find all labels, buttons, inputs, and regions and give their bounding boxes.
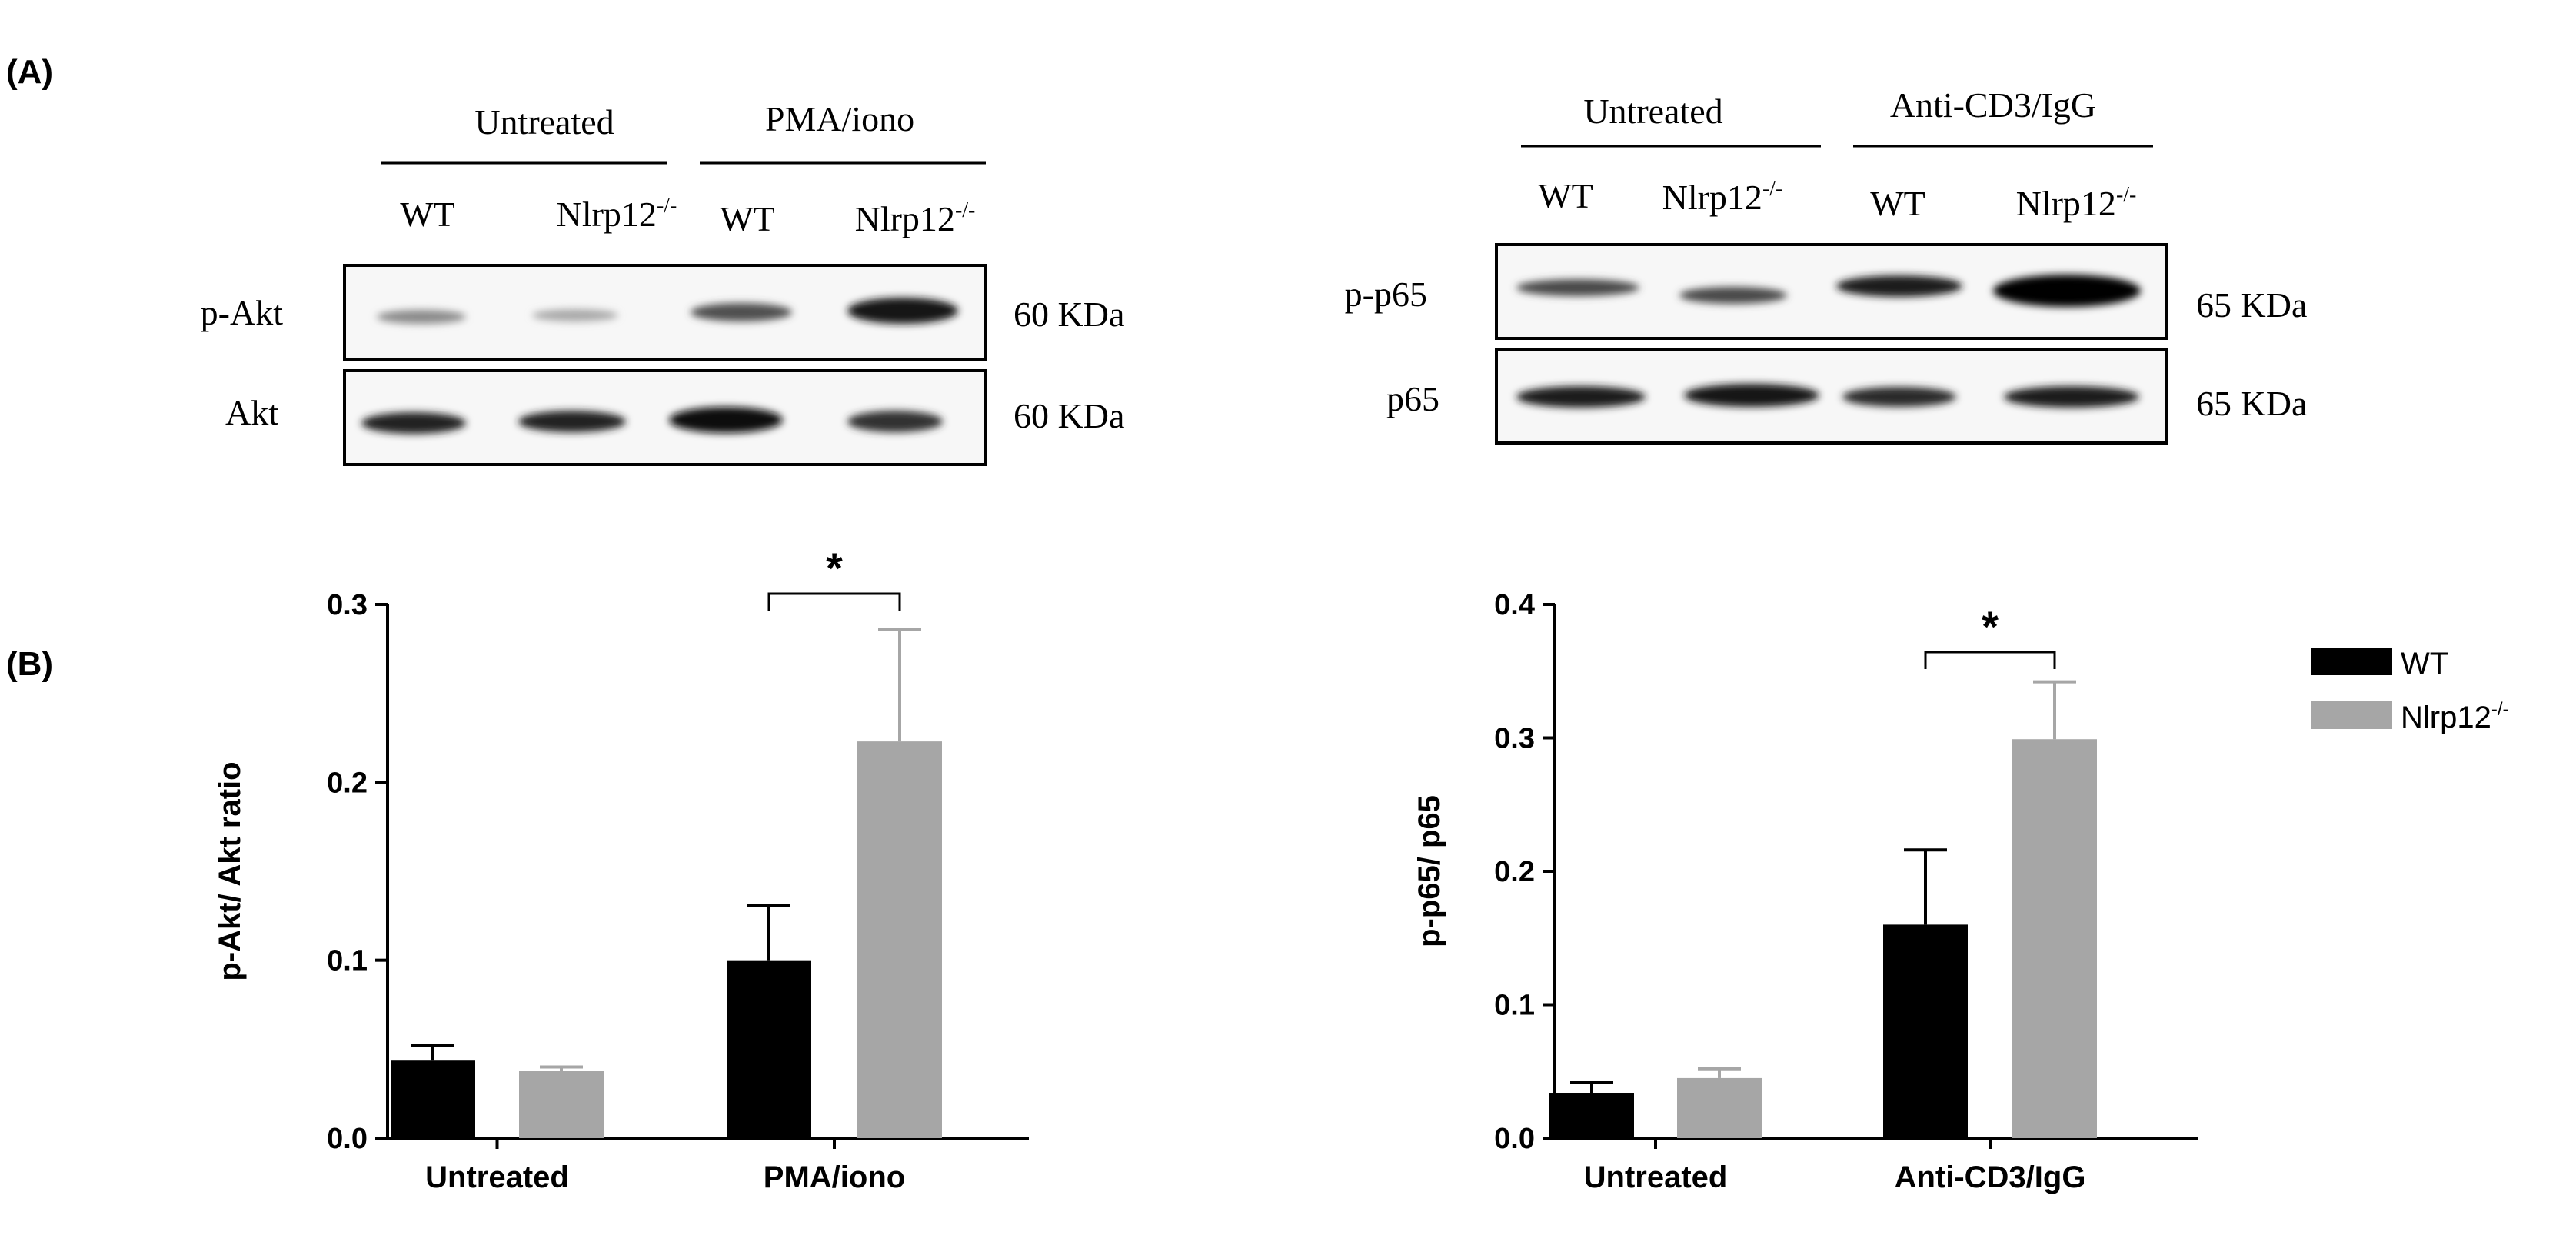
significance-star: * — [1982, 602, 1999, 651]
band-pp65-wt-untreated — [1516, 279, 1639, 296]
blot-left-lane-2: Nlrp12-/- — [557, 194, 677, 234]
panel-b-label: (B) — [6, 645, 53, 683]
y-axis-label: p-p65/ p65 — [1413, 795, 1446, 947]
band-p65-wt-anticd3 — [1842, 387, 1956, 407]
band-akt-wt-pma — [669, 407, 783, 433]
y-tick-label: 0.4 — [1494, 589, 1535, 621]
band-akt-wt-untreated — [361, 412, 466, 434]
band-pakt-ko-pma — [847, 298, 958, 324]
y-axis-label: p-Akt/ Akt ratio — [213, 761, 247, 981]
blot-right-lane-1: WT — [1538, 176, 1593, 215]
band-pp65-ko-untreated — [1679, 287, 1787, 304]
y-tick-label: 0.3 — [327, 589, 368, 621]
blot-right-lane-2: Nlrp12-/- — [1662, 177, 1783, 217]
y-tick-label: 0.1 — [327, 945, 368, 977]
legend: WT Nlrp12-/- — [2311, 647, 2509, 734]
category-label-untreated: Untreated — [1584, 1160, 1728, 1194]
blot-right-row-label-pp65: p-p65 — [1345, 275, 1427, 314]
blot-left-group-pma: PMA/iono — [765, 99, 914, 138]
legend-label-nlrp12: Nlrp12-/- — [2401, 699, 2509, 734]
y-tick-label: 0.0 — [1494, 1123, 1535, 1155]
bar-nlrp12-anti-cd3-igg — [2012, 739, 2097, 1138]
panel-a-label: (A) — [6, 53, 53, 91]
band-pakt-wt-untreated — [377, 310, 466, 324]
blot-left-row-label-pakt: p-Akt — [201, 293, 284, 332]
blot-left-group-untreated: Untreated — [474, 102, 614, 142]
chart-pakt-akt-ratio: 0.0 0.1 0.2 0.3 p-Akt/ Akt ratio Untreated PMA… — [213, 544, 1029, 1194]
blot-left-lane-1: WT — [400, 195, 455, 234]
band-pakt-wt-pma — [691, 303, 792, 321]
blot-left-lane-3: WT — [720, 199, 775, 238]
y-tick-label: 0.1 — [1494, 990, 1535, 1022]
significance-bracket — [767, 592, 901, 611]
bar-wt-untreated — [391, 1060, 475, 1138]
y-tick-label: 0.3 — [1494, 723, 1535, 755]
bar-nlrp12-untreated — [519, 1071, 604, 1138]
blot-left-size-akt: 60 KDa — [1013, 396, 1124, 435]
band-pakt-ko-untreated — [532, 309, 618, 321]
bar-wt-anti-cd3-igg — [1883, 924, 1968, 1138]
y-tick-label: 0.2 — [327, 767, 368, 799]
blot-right: Untreated Anti-CD3/IgG WT Nlrp12-/- WT N… — [1345, 85, 2307, 445]
legend-label-wt: WT — [2401, 647, 2448, 681]
blot-left: Untreated PMA/iono WT Nlrp12-/- WT Nlrp1… — [201, 99, 1124, 466]
band-akt-ko-untreated — [518, 411, 626, 432]
category-label-anti-cd3-igg: Anti-CD3/IgG — [1895, 1160, 2086, 1194]
blot-left-size-pakt: 60 KDa — [1013, 295, 1124, 334]
blot-left-row-label-akt: Akt — [225, 393, 278, 432]
blot-right-lane-3: WT — [1870, 184, 1925, 223]
legend-swatch-nlrp12 — [2311, 701, 2392, 729]
band-p65-wt-untreated — [1516, 386, 1646, 408]
bar-nlrp12-pma-iono — [857, 741, 942, 1138]
blot-right-size-p65: 65 KDa — [2196, 384, 2307, 423]
band-p65-ko-anticd3 — [2004, 386, 2139, 408]
category-label-untreated: Untreated — [425, 1160, 569, 1194]
blot-left-lane-4: Nlrp12-/- — [855, 198, 976, 238]
blot-right-size-pp65: 65 KDa — [2196, 285, 2307, 325]
blot-right-row-label-p65: p65 — [1386, 379, 1439, 418]
band-akt-ko-pma — [847, 411, 943, 432]
chart-pp65-p65-ratio: 0.0 0.1 0.2 0.3 0.4 p-p65/ p65 Untreated Anti-C… — [1413, 589, 2198, 1194]
blot-right-group-anticd3: Anti-CD3/IgG — [1890, 85, 2096, 125]
y-tick-label: 0.2 — [1494, 856, 1535, 888]
blot-right-group-untreated: Untreated — [1583, 92, 1722, 131]
band-pp65-wt-anticd3 — [1836, 275, 1962, 297]
significance-star: * — [826, 544, 843, 592]
significance-bracket — [1924, 651, 2056, 669]
bar-wt-pma-iono — [727, 960, 811, 1138]
band-pp65-ko-anticd3 — [1993, 275, 2141, 307]
band-p65-ko-untreated — [1684, 384, 1819, 407]
y-tick-label: 0.0 — [327, 1123, 368, 1155]
category-label-pma-iono: PMA/iono — [764, 1160, 905, 1194]
bar-wt-untreated — [1549, 1093, 1634, 1138]
blot-right-lane-4: Nlrp12-/- — [2016, 183, 2137, 223]
bar-nlrp12-untreated — [1677, 1077, 1762, 1138]
legend-swatch-wt — [2311, 648, 2392, 675]
